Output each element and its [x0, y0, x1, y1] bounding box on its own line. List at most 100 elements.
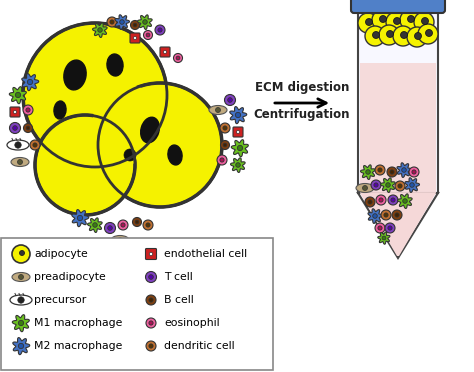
Circle shape — [93, 223, 97, 227]
Ellipse shape — [10, 295, 32, 305]
Circle shape — [26, 108, 30, 112]
Polygon shape — [137, 15, 152, 29]
Circle shape — [365, 197, 375, 207]
Circle shape — [418, 24, 438, 44]
Circle shape — [217, 155, 227, 165]
Circle shape — [223, 143, 227, 147]
Circle shape — [379, 25, 399, 45]
Circle shape — [12, 245, 30, 263]
Text: dendritic cell: dendritic cell — [164, 341, 235, 351]
Circle shape — [414, 32, 421, 39]
Circle shape — [143, 220, 153, 230]
Ellipse shape — [209, 106, 227, 115]
Ellipse shape — [12, 273, 30, 282]
Polygon shape — [405, 178, 419, 192]
FancyBboxPatch shape — [160, 47, 170, 57]
Polygon shape — [88, 218, 102, 232]
FancyBboxPatch shape — [10, 107, 20, 117]
Bar — [358, 8, 438, 193]
Polygon shape — [381, 178, 395, 192]
Circle shape — [386, 12, 406, 32]
Circle shape — [379, 198, 383, 202]
Ellipse shape — [64, 60, 86, 90]
Circle shape — [146, 318, 156, 328]
Circle shape — [392, 210, 402, 220]
Circle shape — [130, 20, 139, 29]
Ellipse shape — [168, 145, 182, 165]
Circle shape — [24, 124, 33, 132]
Circle shape — [9, 122, 20, 134]
Circle shape — [98, 28, 102, 32]
FancyBboxPatch shape — [130, 33, 140, 43]
Circle shape — [220, 141, 229, 150]
Ellipse shape — [54, 101, 66, 119]
Circle shape — [426, 29, 432, 36]
Circle shape — [384, 213, 388, 217]
Circle shape — [358, 13, 378, 33]
Circle shape — [23, 105, 33, 115]
Circle shape — [134, 36, 137, 39]
Circle shape — [414, 12, 434, 32]
Circle shape — [23, 23, 167, 167]
Text: T cell: T cell — [164, 272, 193, 282]
Text: adipocyte: adipocyte — [34, 249, 88, 259]
Circle shape — [380, 16, 386, 22]
Circle shape — [228, 98, 232, 102]
Circle shape — [223, 126, 227, 130]
Text: preadipocyte: preadipocyte — [34, 272, 106, 282]
Polygon shape — [9, 87, 26, 104]
Circle shape — [412, 170, 416, 174]
Circle shape — [164, 51, 166, 54]
Circle shape — [26, 126, 30, 130]
Circle shape — [390, 170, 394, 174]
Circle shape — [133, 23, 137, 27]
Bar — [360, 63, 436, 193]
Text: M2 macrophage: M2 macrophage — [34, 341, 122, 351]
Circle shape — [18, 275, 24, 279]
Polygon shape — [115, 15, 129, 29]
Circle shape — [120, 20, 124, 24]
Circle shape — [143, 20, 147, 24]
Circle shape — [121, 223, 125, 227]
Circle shape — [237, 131, 239, 134]
Circle shape — [149, 275, 153, 279]
Circle shape — [407, 27, 427, 47]
Polygon shape — [72, 209, 89, 227]
Circle shape — [388, 195, 398, 205]
Text: precursor: precursor — [34, 295, 86, 305]
Text: M1 macrophage: M1 macrophage — [34, 318, 122, 328]
Circle shape — [393, 26, 413, 46]
Ellipse shape — [107, 54, 123, 76]
Ellipse shape — [356, 183, 374, 192]
Circle shape — [387, 167, 397, 177]
Circle shape — [402, 168, 406, 172]
Circle shape — [395, 181, 405, 191]
Circle shape — [386, 31, 393, 38]
Circle shape — [18, 343, 24, 349]
Ellipse shape — [111, 235, 129, 244]
Circle shape — [158, 28, 162, 32]
Circle shape — [18, 320, 24, 326]
Circle shape — [104, 222, 116, 234]
Circle shape — [146, 33, 150, 37]
FancyBboxPatch shape — [351, 0, 445, 13]
Circle shape — [13, 126, 18, 130]
Polygon shape — [361, 165, 375, 179]
Circle shape — [400, 10, 420, 30]
Circle shape — [410, 183, 414, 187]
Circle shape — [216, 108, 220, 112]
Circle shape — [93, 85, 163, 155]
Ellipse shape — [141, 117, 159, 143]
Circle shape — [110, 20, 114, 24]
Circle shape — [391, 198, 395, 202]
Circle shape — [378, 168, 382, 172]
FancyBboxPatch shape — [233, 127, 243, 137]
Polygon shape — [397, 163, 411, 177]
Circle shape — [220, 158, 224, 162]
Circle shape — [386, 183, 390, 187]
Circle shape — [236, 163, 240, 167]
Circle shape — [225, 94, 236, 106]
Circle shape — [237, 145, 243, 151]
Circle shape — [388, 226, 392, 230]
Circle shape — [144, 31, 153, 39]
